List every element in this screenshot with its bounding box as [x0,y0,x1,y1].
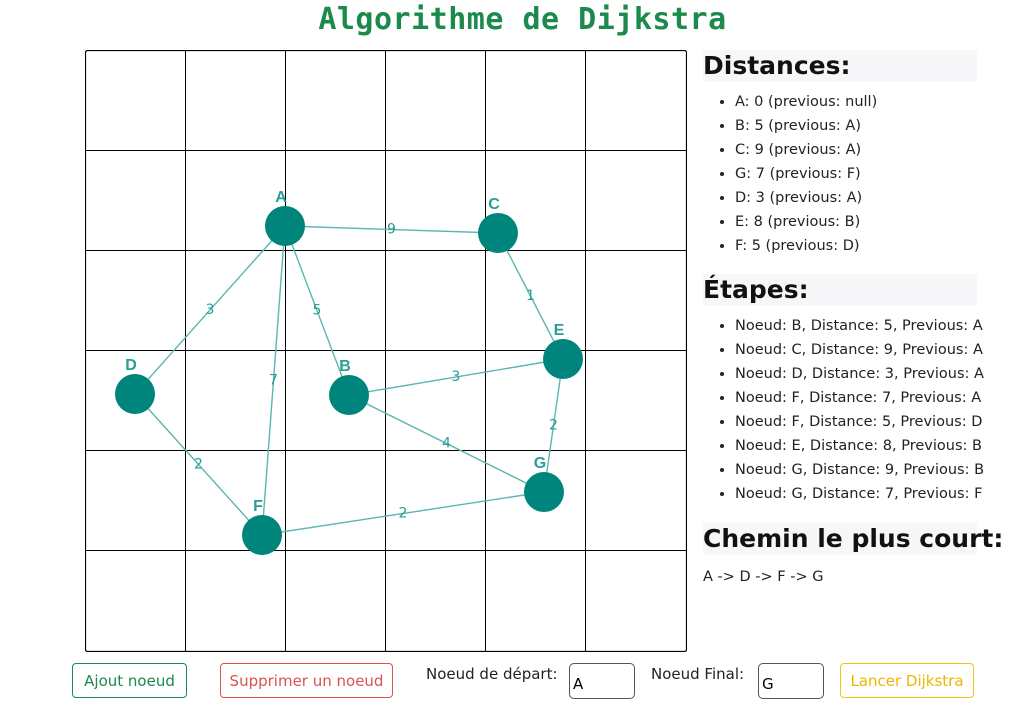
steps-list: Noeud: B, Distance: 5, Previous: ANoeud:… [703,314,984,506]
step-item: Noeud: D, Distance: 3, Previous: A [735,362,984,386]
edge-weight-label: 7 [269,373,278,389]
steps-heading: Étapes: [703,274,977,306]
node-label: C [488,196,500,213]
page-title: Algorithme de Dijkstra [318,2,727,37]
edge-weight-label: 2 [399,506,408,522]
distances-list: A: 0 (previous: null)B: 5 (previous: A)C… [703,90,977,258]
node-f[interactable] [242,515,282,555]
node-d[interactable] [115,374,155,414]
edge-weight-label: 3 [206,302,215,318]
node-b[interactable] [329,375,369,415]
shortest-path-section: Chemin le plus court: A -> D -> F -> G [703,523,1004,585]
graph-canvas[interactable]: 9 3 5 7 1 3 4 2 2 2 A B C D E F G [85,50,687,652]
edge-c-e[interactable] [497,232,564,360]
edge-weight-label: 9 [387,222,396,238]
node-label: B [339,358,351,375]
distances-heading: Distances: [703,50,977,82]
node-e[interactable] [543,339,583,379]
delete-node-button[interactable]: Supprimer un noeud [220,663,393,698]
shortest-path-heading: Chemin le plus court: [703,523,1004,555]
step-item: Noeud: F, Distance: 7, Previous: A [735,386,981,410]
edge-b-g[interactable] [348,394,545,493]
add-node-button[interactable]: Ajout noeud [72,663,187,698]
distance-item: E: 8 (previous: B) [735,210,977,234]
distance-item: G: 7 (previous: F) [735,162,977,186]
edge-b-e[interactable] [348,358,564,396]
steps-section: Étapes: Noeud: B, Distance: 5, Previous:… [703,274,984,506]
edge-a-b[interactable] [284,225,350,396]
end-node-label: Noeud Final: [651,665,745,683]
edge-weight-label: 1 [526,288,535,304]
step-item: Noeud: G, Distance: 7, Previous: F [735,482,982,506]
distance-item: C: 9 (previous: A) [735,138,977,162]
edge-a-d[interactable] [134,225,286,395]
step-item: Noeud: C, Distance: 9, Previous: A [735,338,983,362]
step-item: Noeud: E, Distance: 8, Previous: B [735,434,982,458]
node-g[interactable] [524,472,564,512]
edge-weight-label: 5 [313,303,322,319]
start-node-input[interactable] [569,663,635,699]
edge-e-g[interactable] [543,358,564,493]
graph-svg[interactable]: 9 3 5 7 1 3 4 2 2 2 A B C D E F G [85,50,687,652]
step-item: Noeud: F, Distance: 5, Previous: D [735,410,982,434]
end-node-input[interactable] [758,663,824,699]
distance-item: A: 0 (previous: null) [735,90,977,114]
node-a[interactable] [265,206,305,246]
edge-weight-label: 2 [194,457,203,473]
edge-a-c[interactable] [284,225,499,234]
edge-weight-label: 4 [442,436,451,452]
step-item: Noeud: B, Distance: 5, Previous: A [735,314,983,338]
start-node-label: Noeud de départ: [426,665,558,683]
node-label: G [534,455,546,472]
run-dijkstra-button[interactable]: Lancer Dijkstra [840,663,974,698]
edge-d-f[interactable] [134,393,263,536]
distance-item: D: 3 (previous: A) [735,186,977,210]
edge-f-g[interactable] [261,491,545,536]
node-label: E [554,322,565,339]
edge-weight-label: 3 [452,369,461,385]
step-item: Noeud: G, Distance: 9, Previous: B [735,458,984,482]
node-label: D [125,357,137,374]
node-label: F [253,498,263,515]
node-label: A [275,189,287,206]
distance-item: B: 5 (previous: A) [735,114,977,138]
distance-item: F: 5 (previous: D) [735,234,977,258]
edge-a-f[interactable] [261,225,286,536]
edge-weight-label: 2 [549,418,558,434]
shortest-path-value: A -> D -> F -> G [703,569,824,585]
node-c[interactable] [478,213,518,253]
distances-section: Distances: A: 0 (previous: null)B: 5 (pr… [703,50,977,258]
